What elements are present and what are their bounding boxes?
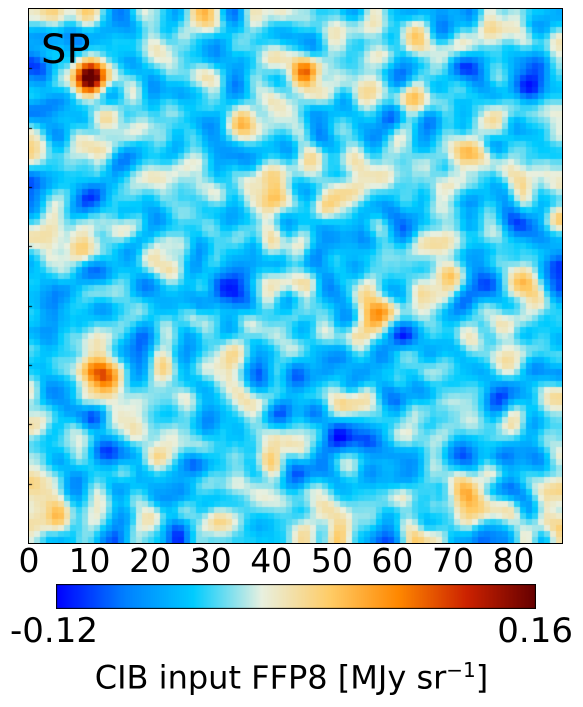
x-tick-label: 0 (18, 541, 40, 580)
x-tick-label: 50 (310, 541, 353, 580)
x-tick-label: 80 (492, 541, 535, 580)
colorbar (56, 584, 536, 609)
panel-label: SP (41, 27, 91, 73)
x-tick-label: 10 (68, 541, 111, 580)
x-tick-label: 30 (189, 541, 232, 580)
x-tick-label: 20 (129, 541, 172, 580)
colorbar-title: CIB input FFP8 [MJy sr−1] (0, 660, 583, 694)
colorbar-title-text: CIB input FFP8 [MJy sr (94, 658, 447, 697)
colorbar-min-label: -0.12 (10, 611, 98, 651)
colorbar-max-label: 0.16 (497, 611, 573, 651)
colorbar-title-close: ] (475, 658, 489, 697)
heatmap-plot (29, 9, 562, 543)
colorbar-title-exponent: −1 (446, 658, 476, 682)
x-tick-label: 70 (431, 541, 474, 580)
x-tick-label: 60 (371, 541, 414, 580)
x-tick-label: 40 (250, 541, 293, 580)
